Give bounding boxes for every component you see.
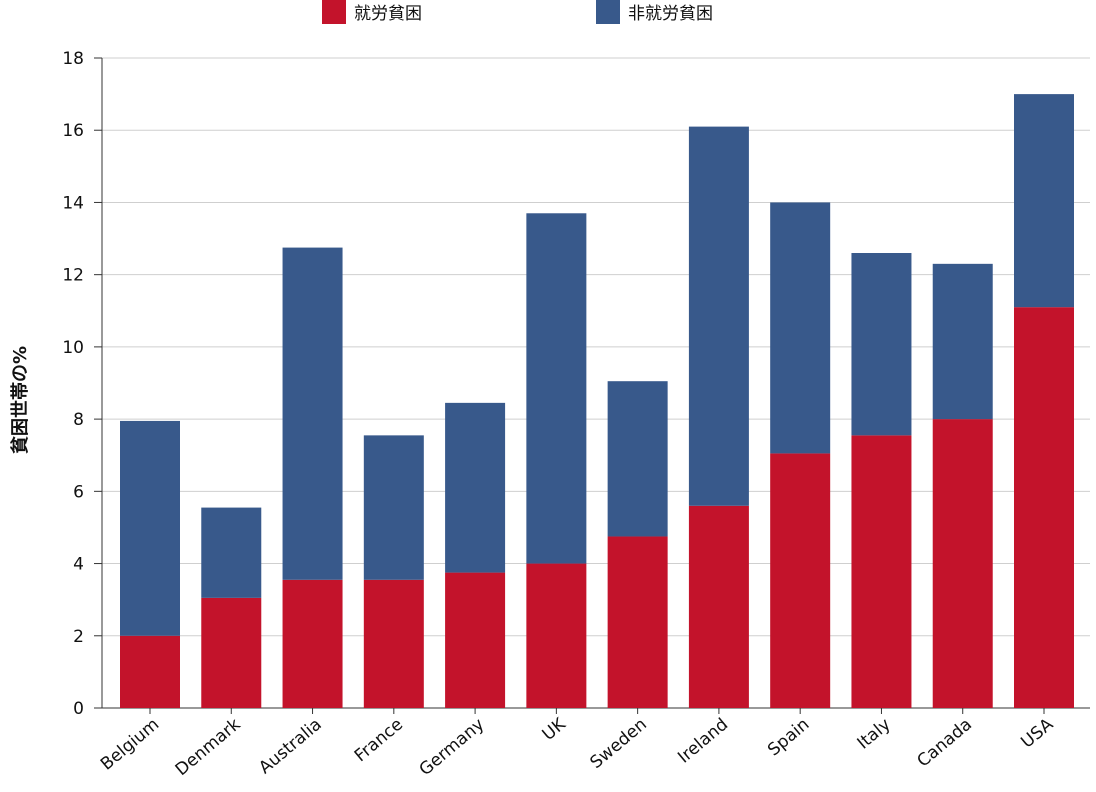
x-tick-label-belgium: Belgium <box>97 715 163 775</box>
axes <box>101 58 1090 709</box>
legend-label-working-poverty: 就労貧困 <box>354 4 422 24</box>
bar-non-working-poverty-ireland <box>688 126 749 506</box>
y-tick-label: 18 <box>62 49 84 69</box>
bar-working-poverty-usa <box>1014 307 1074 708</box>
bar-non-working-poverty-uk <box>526 213 587 564</box>
y-tick-label: 6 <box>73 482 84 502</box>
bar-non-working-poverty-usa <box>1014 94 1074 308</box>
y-tick-label: 8 <box>73 410 84 430</box>
x-tick-label-france: France <box>351 715 407 767</box>
bar-non-working-poverty-france <box>363 435 424 580</box>
y-tick-label: 10 <box>62 338 84 358</box>
y-tick-label: 14 <box>62 193 84 213</box>
y-tick-label: 0 <box>73 699 84 719</box>
y-tick-label: 12 <box>62 266 84 286</box>
bar-non-working-poverty-australia <box>282 247 343 580</box>
y-tick-label: 16 <box>62 121 84 141</box>
y-axis-ticks: 0 2 4 6 8 10 12 14 16 18 <box>62 49 102 719</box>
bar-non-working-poverty-belgium <box>120 420 180 636</box>
bar-working-poverty-spain <box>770 453 831 708</box>
bars <box>120 94 1074 708</box>
bar-working-poverty-uk <box>526 563 587 708</box>
x-tick-label-australia: Australia <box>255 715 325 779</box>
bar-working-poverty-germany <box>445 572 506 708</box>
gridlines <box>102 57 1090 637</box>
x-tick-label-sweden: Sweden <box>587 715 651 774</box>
bar-working-poverty-canada <box>932 419 993 708</box>
bar-non-working-poverty-spain <box>770 202 831 454</box>
bar-working-poverty-belgium <box>120 635 180 708</box>
legend-swatch-non-working-poverty <box>596 0 620 24</box>
bar-non-working-poverty-italy <box>851 253 912 436</box>
legend-swatch-working-poverty <box>322 0 346 24</box>
bar-non-working-poverty-denmark <box>201 507 262 598</box>
legend-label-non-working-poverty: 非就労貧困 <box>628 4 713 24</box>
legend: 就労貧困 非就労貧困 <box>322 0 713 24</box>
x-tick-label-ireland: Ireland <box>674 715 732 768</box>
bar-working-poverty-ireland <box>688 505 749 708</box>
x-tick-label-denmark: Denmark <box>172 714 245 780</box>
bar-non-working-poverty-sweden <box>607 381 668 537</box>
bar-non-working-poverty-canada <box>932 263 993 420</box>
x-tick-label-canada: Canada <box>914 715 976 772</box>
bar-working-poverty-france <box>363 579 424 708</box>
bar-working-poverty-sweden <box>607 536 668 708</box>
bar-working-poverty-australia <box>282 579 343 708</box>
bar-working-poverty-italy <box>851 435 912 708</box>
x-axis-labels: Belgium Denmark Australia France Germany UK Sw… <box>97 708 1057 781</box>
bar-non-working-poverty-germany <box>445 402 506 573</box>
x-tick-label-italy: Italy <box>854 715 895 754</box>
y-tick-label: 4 <box>73 555 84 575</box>
y-axis-title: 貧困世帯の% <box>9 346 31 454</box>
x-tick-label-usa: USA <box>1017 714 1057 752</box>
x-tick-label-uk: UK <box>539 714 571 745</box>
x-tick-label-germany: Germany <box>416 715 489 781</box>
bar-working-poverty-denmark <box>201 597 262 708</box>
y-tick-label: 2 <box>73 627 84 647</box>
x-tick-label-spain: Spain <box>764 715 813 761</box>
